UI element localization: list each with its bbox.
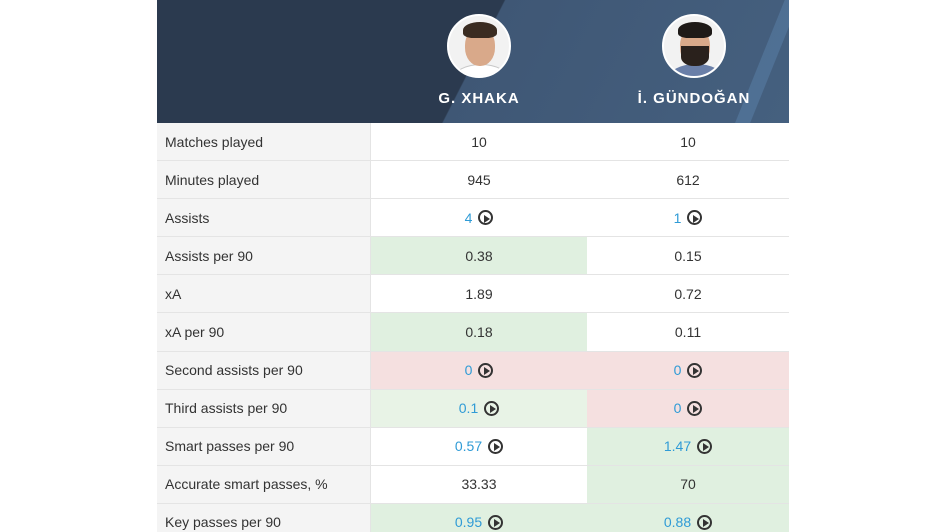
play-video-icon[interactable] xyxy=(488,438,504,454)
comparison-panel: G. XHAKA İ. GÜNDOĞAN Matches played 10 1… xyxy=(157,0,789,532)
stat-value-p2: 1.47 xyxy=(587,427,789,465)
stat-value-p2: 10 xyxy=(587,123,789,161)
table-row: Key passes per 90 0.95 0.88 xyxy=(157,503,789,532)
stat-link[interactable]: 1 xyxy=(673,209,682,226)
table-row: Second assists per 90 0 0 xyxy=(157,351,789,390)
table-row: Third assists per 90 0.1 0 xyxy=(157,389,789,428)
stat-value-p1: 1.89 xyxy=(371,275,587,313)
stat-link[interactable]: 4 xyxy=(464,209,473,226)
table-row: Accurate smart passes, % 33.33 70 xyxy=(157,465,789,504)
stat-value-p2: 612 xyxy=(587,161,789,199)
play-video-icon[interactable] xyxy=(687,362,703,378)
stat-value-p1: 4 xyxy=(371,199,587,237)
stat-value-p2: 0.88 xyxy=(587,503,789,532)
stat-value-p1: 945 xyxy=(371,161,587,199)
stat-link[interactable]: 0 xyxy=(673,362,682,379)
stat-link[interactable]: 0.95 xyxy=(454,514,483,531)
stat-value-p2: 1 xyxy=(587,199,789,237)
table-row: Smart passes per 90 0.57 1.47 xyxy=(157,427,789,466)
stat-link[interactable]: 0.57 xyxy=(454,438,483,455)
play-video-icon[interactable] xyxy=(488,514,504,530)
stat-value-p1: 33.33 xyxy=(371,465,587,503)
player-avatar-xhaka xyxy=(447,14,511,78)
player-name: G. XHAKA xyxy=(438,90,520,107)
player-gundogan[interactable]: İ. GÜNDOĞAN xyxy=(614,14,774,107)
stat-value-p1: 0.38 xyxy=(371,237,587,275)
stat-label: Matches played xyxy=(157,123,371,161)
stat-value-p2: 0.11 xyxy=(587,313,789,351)
table-row: Assists per 90 0.38 0.15 xyxy=(157,237,789,276)
stat-value-p1: 0.18 xyxy=(371,313,587,351)
stat-value-p2: 0.72 xyxy=(587,275,789,313)
stat-value-p1: 0.95 xyxy=(371,503,587,532)
player-xhaka[interactable]: G. XHAKA xyxy=(399,14,559,107)
stat-link[interactable]: 0.1 xyxy=(458,400,479,417)
stat-label: Minutes played xyxy=(157,161,371,199)
stat-value-p1: 0.57 xyxy=(371,427,587,465)
play-video-icon[interactable] xyxy=(687,210,703,226)
stat-value-p1: 0.1 xyxy=(371,389,587,427)
table-row: Assists 4 1 xyxy=(157,199,789,238)
stat-label: Smart passes per 90 xyxy=(157,427,371,465)
stat-value-p1: 0 xyxy=(371,351,587,389)
table-row: xA per 90 0.18 0.11 xyxy=(157,313,789,352)
play-video-icon[interactable] xyxy=(687,400,703,416)
play-video-icon[interactable] xyxy=(478,210,494,226)
table-row: Minutes played 945 612 xyxy=(157,161,789,200)
table-row: xA 1.89 0.72 xyxy=(157,275,789,314)
stat-link[interactable]: 0 xyxy=(673,400,682,417)
stat-value-p2: 0 xyxy=(587,389,789,427)
stat-label: Assists per 90 xyxy=(157,237,371,275)
stat-value-p1: 10 xyxy=(371,123,587,161)
stat-label: xA per 90 xyxy=(157,313,371,351)
stats-table: Matches played 10 10 Minutes played 945 … xyxy=(157,123,789,532)
play-video-icon[interactable] xyxy=(697,514,713,530)
stat-label: Second assists per 90 xyxy=(157,351,371,389)
comparison-header: G. XHAKA İ. GÜNDOĞAN xyxy=(157,0,789,123)
stat-value-p2: 0.15 xyxy=(587,237,789,275)
play-video-icon[interactable] xyxy=(484,400,500,416)
stat-label: Key passes per 90 xyxy=(157,503,371,532)
play-video-icon[interactable] xyxy=(697,438,713,454)
stat-value-p2: 70 xyxy=(587,465,789,503)
stat-value-p2: 0 xyxy=(587,351,789,389)
stat-link[interactable]: 1.47 xyxy=(663,438,692,455)
player-name: İ. GÜNDOĞAN xyxy=(637,90,751,107)
play-video-icon[interactable] xyxy=(478,362,494,378)
player-avatar-gundogan xyxy=(662,14,726,78)
stat-label: Accurate smart passes, % xyxy=(157,465,371,503)
stat-link[interactable]: 0.88 xyxy=(663,514,692,531)
stat-label: xA xyxy=(157,275,371,313)
stat-label: Third assists per 90 xyxy=(157,389,371,427)
stat-link[interactable]: 0 xyxy=(464,362,473,379)
table-row: Matches played 10 10 xyxy=(157,123,789,162)
stat-label: Assists xyxy=(157,199,371,237)
